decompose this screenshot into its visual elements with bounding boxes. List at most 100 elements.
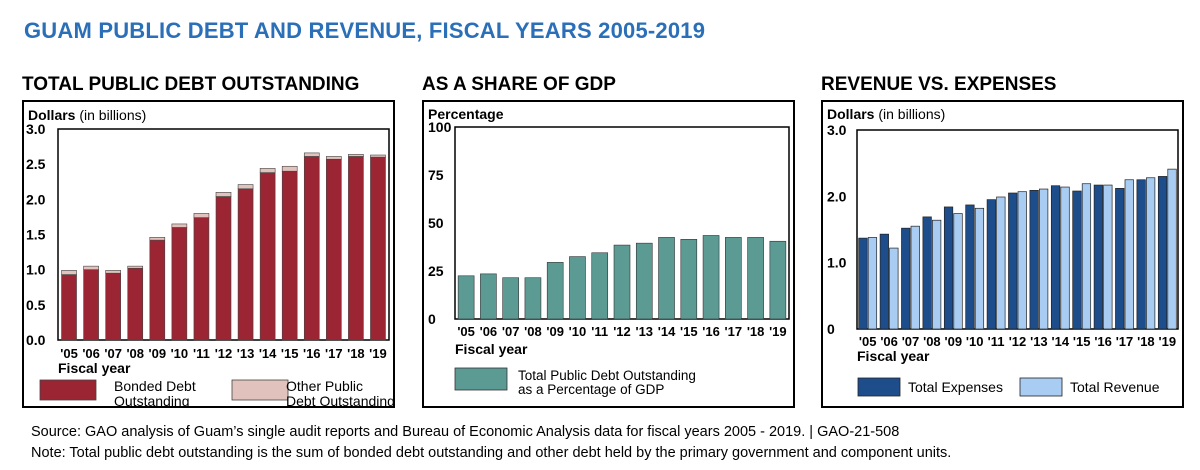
y-tick-label: 50	[428, 215, 444, 231]
bar-revenue	[932, 219, 942, 330]
bar-bonded	[83, 269, 99, 341]
legend-label: Other Public	[286, 378, 363, 394]
x-tick-label: '09	[546, 324, 564, 339]
bar-revenue	[1081, 183, 1092, 330]
x-tick-label: '17	[325, 346, 343, 361]
x-tick-label: '12	[613, 324, 631, 339]
bar-gdp-share	[747, 237, 764, 320]
x-tick-label: '18	[747, 324, 765, 339]
x-tick-label: '06	[480, 324, 498, 339]
x-tick-label: '08	[126, 346, 144, 361]
bar-bonded	[193, 217, 210, 341]
x-axis-label: Fiscal year	[58, 360, 131, 376]
x-tick-label: '11	[591, 324, 608, 339]
bar-revenue	[867, 237, 878, 330]
y-tick-label: 1.0	[827, 255, 847, 271]
x-tick-label: '05	[60, 346, 78, 361]
y-tick-label: 0.5	[26, 297, 46, 313]
bar-other	[259, 168, 276, 173]
y-tick-label: 0	[827, 321, 835, 337]
bar-revenue	[910, 225, 920, 330]
bar-bonded	[259, 172, 276, 341]
x-tick-label: '12	[215, 346, 233, 361]
y-axis-label: Dollars (in billions)	[827, 106, 945, 122]
y-tick-label: 3.0	[26, 121, 46, 137]
x-tick-label: '14	[658, 324, 676, 339]
x-tick-label: '08	[524, 324, 542, 339]
x-tick-label: '19	[769, 324, 787, 339]
bar-expenses	[1136, 179, 1146, 330]
x-tick-label: '06	[82, 346, 100, 361]
legend-label: Total Public Debt Outstanding	[518, 368, 696, 383]
legend-label: Outstanding	[114, 393, 190, 406]
debt-panel-title: TOTAL PUBLIC DEBT OUTSTANDING	[22, 74, 360, 95]
legend-label: Total Revenue	[1070, 379, 1160, 395]
bar-other	[127, 265, 144, 269]
y-tick-label: 3.0	[827, 122, 847, 138]
bar-bonded	[171, 227, 188, 341]
x-tick-label: '15	[1073, 334, 1091, 349]
bar-bonded	[370, 156, 386, 341]
bar-bonded	[127, 267, 144, 341]
x-tick-label: '18	[1137, 334, 1155, 349]
x-tick-label: '06	[880, 334, 898, 349]
bar-other	[105, 270, 121, 274]
bar-expenses	[922, 216, 932, 330]
bar-expenses	[986, 199, 996, 330]
legend-label: Total Expenses	[908, 379, 1003, 395]
bar-revenue	[1124, 179, 1134, 330]
bar-other	[61, 270, 77, 275]
footnote: Note: Total public debt outstanding is t…	[31, 445, 952, 461]
bar-revenue	[1103, 184, 1113, 330]
bar-bonded	[105, 272, 121, 341]
legend-swatch	[39, 379, 97, 401]
bar-gdp-share	[702, 235, 720, 320]
bar-revenue	[1060, 186, 1070, 330]
bar-other	[237, 184, 254, 190]
legend-swatch	[1019, 377, 1063, 397]
legend-swatch	[231, 379, 289, 401]
bar-expenses	[1157, 176, 1168, 330]
bar-other	[281, 165, 298, 172]
y-tick-label: 2.0	[827, 188, 847, 204]
bar-revenue	[953, 213, 963, 330]
debt-chart-panel: Dollars (in billions) 0.0 0.5 1.0 1.5 2.0 2.5 3…	[22, 100, 395, 409]
bar-revenue	[1146, 177, 1156, 330]
gdp-chart: Percentage 0 25 50 75 100 '05 '06 '07 '08 '09 '10 '1…	[428, 106, 790, 397]
bar-bonded	[215, 196, 232, 341]
bar-other	[83, 265, 99, 270]
revenue-chart-panel: Dollars (in billions) 0 1.0 2.0 3.0 '05'06 '07…	[821, 100, 1184, 408]
bar-other	[149, 237, 166, 241]
source-note: Source: GAO analysis of Guam’s single au…	[31, 424, 900, 440]
bar-expenses	[1115, 188, 1125, 330]
bar-gdp-share	[658, 237, 675, 320]
legend-swatch	[857, 377, 901, 397]
bar-gdp-share	[591, 252, 609, 320]
bar-expenses	[1008, 192, 1018, 330]
bar-expenses	[1072, 190, 1082, 330]
bar-gdp-share	[769, 240, 787, 320]
plot-frame	[856, 129, 1179, 330]
revenue-chart: Dollars (in billions) 0 1.0 2.0 3.0 '05'06 '07…	[827, 106, 1179, 397]
bar-bonded	[303, 156, 320, 341]
bar-other	[303, 152, 320, 157]
page-title: GUAM PUBLIC DEBT AND REVENUE, FISCAL YEA…	[24, 18, 706, 43]
x-tick-label: '14	[1052, 334, 1070, 349]
y-axis-label: Percentage	[428, 106, 504, 122]
bar-expenses	[1093, 184, 1103, 330]
x-tick-label: '07	[104, 346, 122, 361]
legend-label: Debt Outstanding	[286, 393, 393, 406]
x-tick-label: '11	[193, 346, 210, 361]
bar-other	[215, 192, 232, 197]
x-tick-label: '10	[171, 346, 189, 361]
bar-other	[193, 213, 210, 218]
x-tick-label: '17	[1116, 334, 1134, 349]
bar-gdp-share	[546, 262, 564, 320]
x-tick-label: '07	[902, 334, 920, 349]
bar-expenses	[943, 206, 954, 330]
y-tick-label: 1.5	[26, 227, 46, 243]
y-tick-label: 0.0	[26, 332, 46, 348]
bar-bonded	[326, 158, 342, 341]
bar-revenue	[996, 196, 1006, 330]
bar-revenue	[1039, 188, 1049, 330]
